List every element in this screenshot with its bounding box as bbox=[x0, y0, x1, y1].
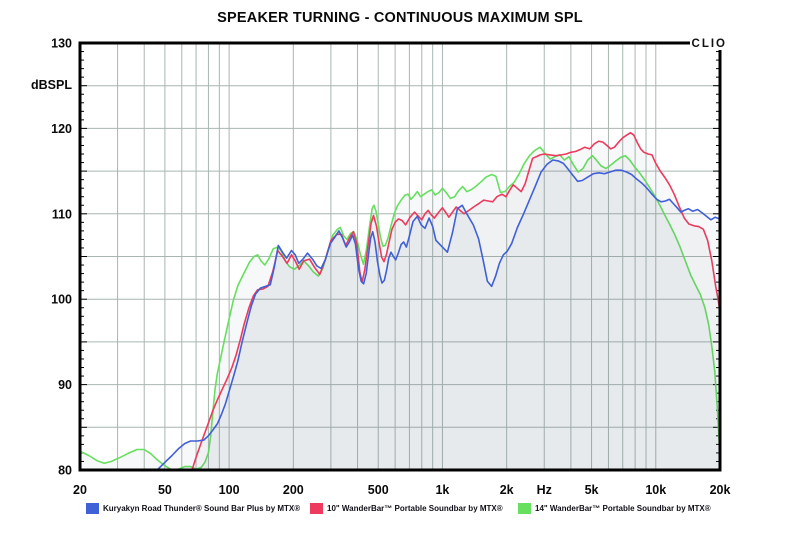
legend-label: 10" WanderBar™ Portable Soundbar by MTX® bbox=[327, 504, 503, 513]
x-tick-label: 20k bbox=[710, 483, 731, 497]
chart-title: SPEAKER TURNING - CONTINUOUS MAXIMUM SPL bbox=[217, 10, 583, 26]
x-tick-label: 500 bbox=[368, 483, 389, 497]
legend-swatch bbox=[518, 503, 531, 514]
y-tick-label: 80 bbox=[58, 464, 72, 478]
x-tick-label: 1k bbox=[435, 483, 449, 497]
legend-item: 14" WanderBar™ Portable Soundbar by MTX® bbox=[518, 503, 711, 514]
x-tick-label: 50 bbox=[158, 483, 172, 497]
x-tick-label: 5k bbox=[585, 483, 599, 497]
x-tick-label: 2k bbox=[500, 483, 514, 497]
y-tick-label: 110 bbox=[52, 207, 72, 221]
curve-1 bbox=[191, 131, 720, 470]
x-tick-label: Hz bbox=[537, 483, 552, 497]
y-tick-label: 90 bbox=[58, 378, 72, 392]
y-axis-title: dBSPL bbox=[31, 78, 72, 92]
x-tick-label: 200 bbox=[283, 483, 304, 497]
clio-logo: CLIO bbox=[689, 38, 729, 50]
legend-label: 14" WanderBar™ Portable Soundbar by MTX® bbox=[535, 504, 711, 513]
y-tick-label: 130 bbox=[51, 37, 72, 51]
legend-item: 10" WanderBar™ Portable Soundbar by MTX® bbox=[310, 503, 503, 514]
x-tick-label: 100 bbox=[219, 483, 240, 497]
x-axis-labels: 20 50 100 200 500 1k 2k Hz 5k 10k 20k bbox=[73, 483, 730, 497]
x-tick-label: 10k bbox=[645, 483, 666, 497]
curve-2 bbox=[156, 159, 720, 470]
legend-label: Kuryakyn Road Thunder® Sound Bar Plus by… bbox=[103, 504, 301, 513]
plot-frame bbox=[78, 41, 722, 472]
y-axis-labels: 130 120 110 100 90 80 dBSPL bbox=[31, 37, 72, 478]
x-tick-label: 20 bbox=[73, 483, 87, 497]
grid bbox=[80, 43, 720, 470]
y-tick-label: 120 bbox=[51, 122, 72, 136]
legend-item: Kuryakyn Road Thunder® Sound Bar Plus by… bbox=[86, 503, 300, 514]
legend: Kuryakyn Road Thunder® Sound Bar Plus by… bbox=[0, 503, 800, 525]
legend-swatch bbox=[310, 503, 323, 514]
y-tick-label: 100 bbox=[51, 293, 72, 307]
curve-0 bbox=[80, 146, 720, 470]
legend-swatch bbox=[86, 503, 99, 514]
